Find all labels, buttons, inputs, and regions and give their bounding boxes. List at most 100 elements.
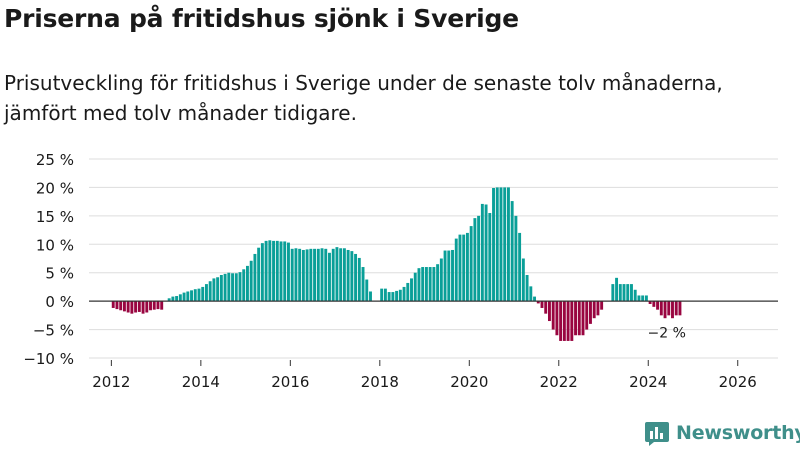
bar: [540, 301, 544, 308]
bar: [111, 301, 115, 308]
bar: [182, 292, 186, 302]
x-tick-label: 2026: [719, 373, 757, 391]
bar: [301, 249, 305, 302]
bar: [201, 286, 205, 302]
bar: [309, 248, 313, 302]
x-tick-label: 2020: [450, 373, 488, 391]
subtitle-line-1: Prisutveckling för fritidshus i Sverige …: [4, 71, 723, 95]
bar: [171, 296, 175, 302]
bar: [510, 201, 514, 302]
bar: [551, 301, 555, 330]
bar: [626, 284, 630, 302]
bar: [119, 301, 123, 311]
bar: [663, 301, 667, 319]
bar: [566, 301, 570, 341]
bar: [574, 301, 578, 336]
bar: [249, 260, 253, 302]
bar: [492, 188, 495, 302]
bar: [279, 241, 283, 302]
bar: [126, 301, 130, 313]
brand-name: Newsworthy: [676, 422, 800, 444]
y-tick-label: 20 %: [36, 179, 74, 197]
bar: [145, 301, 149, 313]
bar: [622, 284, 626, 302]
bar: [536, 301, 540, 304]
newsworthy-logo[interactable]: Newsworthy: [644, 420, 800, 446]
bar: [644, 295, 648, 302]
bar: [555, 301, 559, 336]
bar: [652, 301, 656, 307]
bar: [283, 241, 287, 302]
bar: [618, 284, 622, 302]
bar: [234, 273, 238, 302]
bar: [260, 243, 264, 302]
bar: [641, 295, 645, 302]
bar: [197, 288, 201, 302]
bar: [443, 250, 447, 302]
bar: [428, 267, 432, 302]
bar: [275, 240, 279, 302]
bar: [465, 232, 469, 302]
bar: [350, 251, 354, 302]
bar: [506, 187, 510, 302]
subtitle-line-2: jämfört med tolv månader tidigare.: [4, 101, 357, 125]
bar: [175, 296, 179, 302]
bar: [473, 218, 477, 302]
y-tick-label: 10 %: [36, 236, 74, 254]
bar: [611, 284, 615, 302]
bar: [357, 257, 361, 302]
bar: [447, 250, 451, 302]
bar: [268, 240, 272, 302]
bar: [432, 267, 436, 302]
bar: [141, 301, 145, 314]
y-tick-label: −5 %: [33, 322, 74, 340]
bar: [525, 274, 529, 302]
bar: [212, 278, 216, 302]
y-axis-labels: −10 % −5 % 0 % 5 % 10 % 15 % 20 % 25 %: [23, 151, 74, 368]
bar: [193, 289, 197, 302]
bar: [596, 301, 600, 316]
bar: [398, 289, 402, 302]
last-value-label: −2 %: [648, 325, 686, 341]
y-tick-label: 15 %: [36, 208, 74, 226]
bar: [667, 301, 671, 316]
bar: [219, 274, 223, 302]
y-tick-label: 25 %: [36, 151, 74, 169]
bar: [417, 268, 421, 302]
bar: [361, 267, 365, 302]
y-tick-label: 5 %: [45, 265, 74, 283]
bar: [208, 281, 212, 302]
bar: [521, 258, 525, 302]
bar: [305, 249, 309, 302]
bar: [469, 226, 473, 302]
bar: [548, 301, 551, 322]
bar: [499, 187, 503, 302]
bar: [253, 253, 257, 302]
bar: [387, 292, 391, 302]
bar: [674, 301, 678, 316]
bar: [410, 278, 413, 302]
bar: [615, 277, 619, 302]
bar: [339, 248, 343, 302]
bar: [227, 272, 231, 302]
bars: [111, 187, 682, 341]
chart-title: Priserna på fritidshus sjönk i Sverige: [4, 4, 519, 33]
bar: [462, 234, 466, 302]
bar: [589, 301, 592, 324]
x-tick-label: 2018: [361, 373, 399, 391]
bar: [204, 284, 208, 302]
bar: [659, 301, 663, 316]
bar: [167, 298, 171, 302]
bar: [346, 249, 350, 302]
bar: [559, 301, 563, 341]
bar: [354, 253, 358, 302]
bar: [630, 284, 633, 302]
bar: [678, 301, 682, 316]
bar: [160, 301, 164, 310]
newsworthy-bars-icon: [645, 422, 669, 446]
bar: [671, 301, 674, 319]
bar: [495, 187, 499, 302]
x-axis: 2012 2014 2016 2018 2020 2022 2024 2026: [92, 360, 757, 391]
bar: [633, 289, 637, 302]
